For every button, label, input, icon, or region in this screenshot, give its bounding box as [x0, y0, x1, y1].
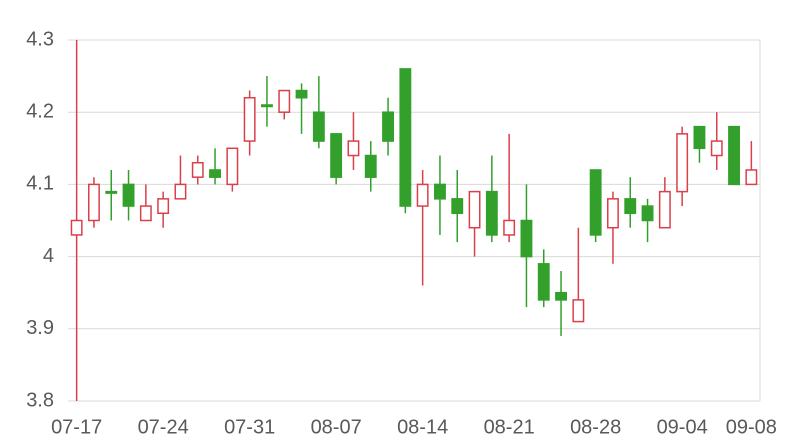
candle-body — [572, 299, 585, 323]
candle-body — [468, 190, 481, 229]
y-tick-label: 4.1 — [26, 173, 54, 195]
candle-body — [243, 97, 256, 142]
x-tick-label: 08-07 — [311, 416, 362, 438]
candle-body — [728, 125, 740, 186]
candle-body — [745, 169, 758, 186]
candle-body — [122, 183, 135, 207]
candle-body — [710, 140, 723, 157]
candle-body — [434, 183, 446, 200]
candle-body — [209, 169, 221, 178]
y-tick-label: 3.9 — [26, 317, 54, 339]
candle-body — [485, 190, 498, 236]
candle-body — [641, 205, 654, 222]
x-tick-label: 08-21 — [484, 416, 535, 438]
x-tick-label: 09-04 — [657, 416, 708, 438]
candle-body — [676, 133, 689, 193]
candle-body — [607, 198, 619, 229]
y-tick-label: 4 — [43, 245, 54, 267]
candle-body — [330, 133, 343, 178]
candle-body — [312, 111, 325, 142]
candle-body — [693, 125, 706, 150]
x-tick-label: 07-17 — [51, 416, 102, 438]
candle-body — [88, 183, 100, 222]
candle-body — [382, 111, 394, 142]
candle-body — [520, 219, 533, 258]
candle-body — [399, 68, 412, 207]
candle-body — [278, 89, 291, 113]
candle-body — [295, 89, 308, 99]
candle-body — [624, 198, 637, 215]
x-tick-label: 09-08 — [726, 416, 777, 438]
candle-body — [555, 291, 567, 301]
candle-body — [226, 147, 239, 186]
candle-body — [174, 183, 187, 200]
candle-body — [364, 154, 377, 178]
x-tick-label: 08-28 — [570, 416, 621, 438]
candle-body — [157, 198, 170, 215]
candle-body — [537, 263, 550, 301]
x-tick-label: 07-31 — [224, 416, 275, 438]
candle-body — [503, 219, 516, 236]
candle-body — [139, 205, 152, 222]
y-tick-label: 4.3 — [26, 28, 54, 50]
candle-body — [70, 219, 83, 236]
candle-body — [261, 104, 273, 108]
candle-body — [658, 190, 671, 229]
candle-body — [105, 190, 118, 194]
candle-body — [589, 169, 602, 236]
y-tick-label: 3.8 — [26, 389, 54, 411]
x-tick-label: 07-24 — [138, 416, 189, 438]
candle-body — [416, 183, 429, 207]
x-tick-label: 08-14 — [397, 416, 448, 438]
candle-body — [451, 198, 464, 215]
candle-body — [191, 161, 204, 178]
y-tick-label: 4.2 — [26, 100, 54, 122]
candle-body — [347, 140, 360, 157]
